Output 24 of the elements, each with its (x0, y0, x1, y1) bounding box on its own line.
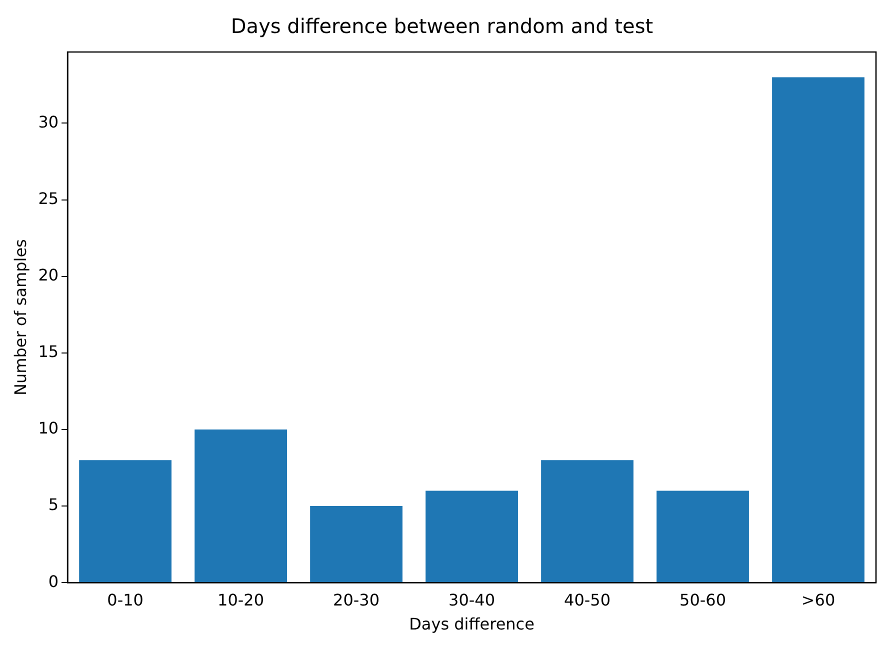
bar (194, 429, 287, 582)
bar (426, 490, 518, 582)
bar (772, 77, 864, 582)
bar (541, 460, 634, 582)
x-tick-label: 10-20 (218, 590, 264, 610)
y-axis-title: Number of samples (10, 239, 30, 396)
y-tick-label: 20 (38, 265, 59, 284)
y-tick-label: 10 (38, 418, 59, 438)
x-tick-label: >60 (801, 590, 836, 610)
bar (310, 506, 402, 582)
y-tick-label: 0 (48, 572, 59, 591)
y-tick-label: 5 (48, 495, 59, 514)
x-tick-label: 50-60 (680, 590, 726, 610)
chart-title: Days difference between random and test (230, 14, 654, 38)
y-tick-label: 15 (38, 342, 59, 362)
x-tick-label: 40-50 (564, 590, 611, 610)
bar (656, 490, 749, 582)
y-tick-label: 25 (38, 188, 59, 208)
bar (79, 460, 172, 582)
y-tick-label: 30 (38, 112, 59, 132)
x-tick-label: 20-30 (333, 590, 380, 610)
x-tick-label: 0-10 (107, 590, 144, 610)
x-axis-title: Days difference (409, 614, 534, 634)
x-tick-label: 30-40 (448, 590, 496, 610)
